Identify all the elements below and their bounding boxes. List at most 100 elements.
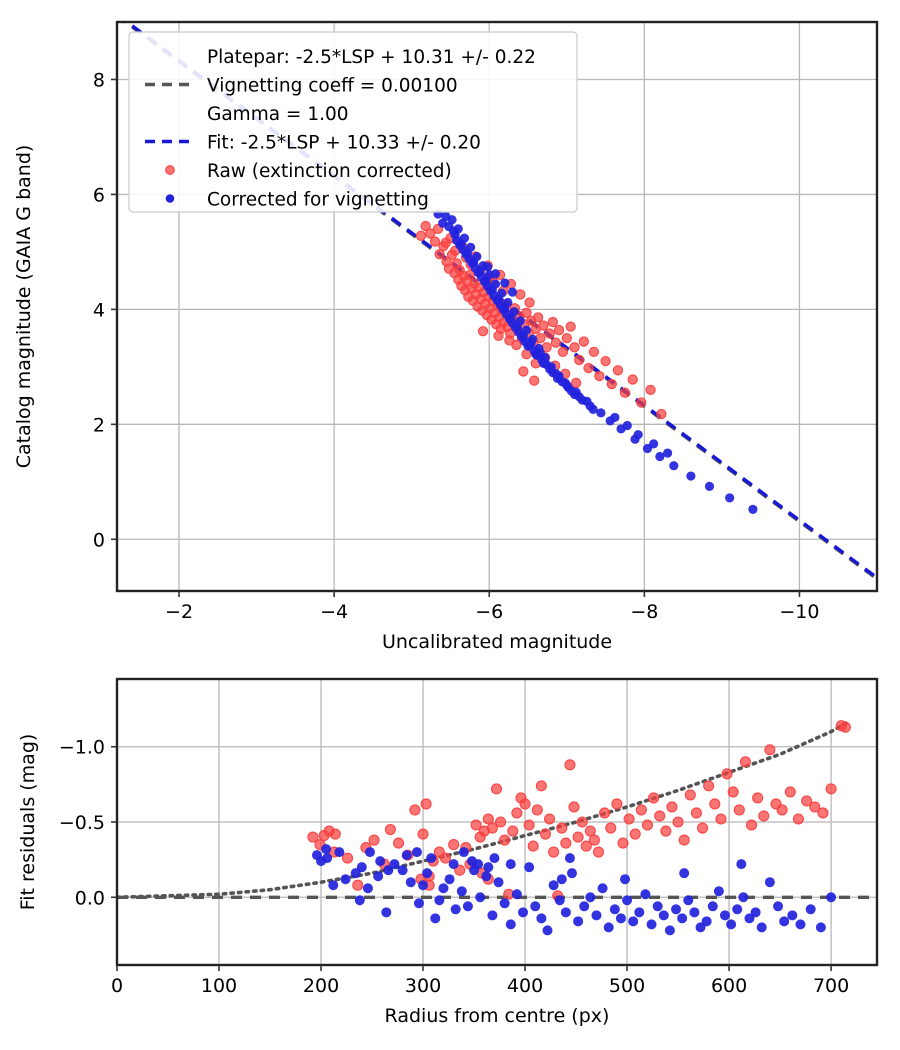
data-point [413, 898, 424, 909]
data-point [622, 420, 632, 431]
data-point [784, 786, 796, 798]
data-point [580, 840, 592, 852]
data-point [703, 780, 715, 792]
legend-label: Platepar: -2.5*LSP + 10.31 +/- 0.22 [207, 47, 536, 68]
data-point [826, 892, 837, 903]
data-point [495, 816, 507, 828]
data-point [599, 807, 611, 819]
data-point [825, 783, 837, 795]
data-point [571, 387, 581, 397]
legend-handle-raw-marker [165, 165, 175, 175]
data-point [628, 916, 639, 927]
data-point [640, 889, 651, 900]
data-point [389, 859, 400, 870]
data-point [560, 907, 571, 918]
data-point [519, 798, 531, 810]
data-point [744, 913, 755, 924]
data-point [658, 910, 669, 921]
data-point [323, 825, 335, 837]
data-point [795, 919, 806, 930]
y-tick-label: 2 [93, 414, 105, 436]
data-point [368, 834, 380, 846]
data-point [356, 862, 367, 873]
data-point [473, 267, 483, 278]
data-point [334, 847, 345, 858]
data-point [654, 810, 666, 822]
data-point [565, 321, 576, 332]
data-point [683, 895, 694, 906]
data-point [677, 913, 688, 924]
data-point [570, 377, 582, 389]
data-point [588, 834, 600, 846]
data-point [535, 780, 547, 792]
data-point [773, 901, 784, 912]
data-point [444, 874, 455, 885]
data-point [383, 865, 394, 876]
legend-label: Corrected for vignetting [207, 190, 429, 211]
data-point [645, 384, 656, 395]
data-point [542, 925, 553, 936]
data-point [579, 901, 590, 912]
data-point [617, 837, 629, 849]
data-point [560, 378, 570, 388]
data-point [594, 370, 605, 382]
data-point [454, 864, 466, 876]
data-point [560, 837, 572, 849]
data-point [656, 408, 667, 420]
data-point [713, 886, 724, 897]
data-point [486, 286, 496, 296]
data-point [551, 369, 561, 379]
y-tick-label: −0.5 [59, 812, 105, 834]
data-point [498, 304, 508, 314]
data-point [588, 346, 600, 358]
data-point [504, 313, 515, 324]
data-point [591, 910, 602, 921]
data-point [610, 412, 620, 423]
data-point [745, 819, 758, 831]
data-point [527, 840, 539, 852]
data-point [500, 278, 510, 288]
data-point [470, 819, 482, 831]
y-tick-label: 6 [93, 184, 105, 206]
series-corrected-for-vignetting [433, 209, 758, 514]
data-point [531, 804, 543, 816]
data-point [364, 847, 375, 858]
data-point [538, 320, 549, 331]
x-tick-label: −6 [475, 601, 503, 623]
data-point [672, 816, 684, 828]
data-point [526, 338, 536, 348]
data-point [458, 847, 469, 858]
data-point [456, 886, 467, 897]
data-point [815, 922, 826, 933]
data-point [479, 277, 490, 287]
data-point [328, 880, 339, 891]
data-point [748, 504, 758, 514]
data-point [671, 904, 682, 915]
data-point [499, 834, 511, 846]
data-point [609, 904, 620, 915]
data-point [663, 448, 673, 458]
data-point [736, 859, 747, 870]
data-point [592, 846, 605, 858]
data-point [430, 913, 441, 924]
x-axis-label: Radius from centre (px) [385, 1005, 610, 1027]
series-raw-extinction-corrected [307, 720, 851, 902]
data-point [544, 328, 555, 339]
data-point [669, 461, 679, 471]
data-point [489, 853, 500, 864]
data-point [584, 825, 596, 837]
data-point [695, 922, 706, 933]
data-point [511, 807, 523, 819]
legend-background [128, 31, 578, 213]
y-tick-label: −1.0 [59, 737, 105, 759]
data-point [605, 822, 617, 834]
data-point [561, 332, 572, 344]
data-point [646, 919, 657, 930]
data-point [690, 807, 702, 819]
data-point [475, 892, 486, 903]
data-point [481, 871, 492, 882]
data-point [405, 877, 416, 888]
data-point [839, 721, 851, 733]
data-point [384, 823, 396, 836]
data-point [535, 348, 546, 358]
